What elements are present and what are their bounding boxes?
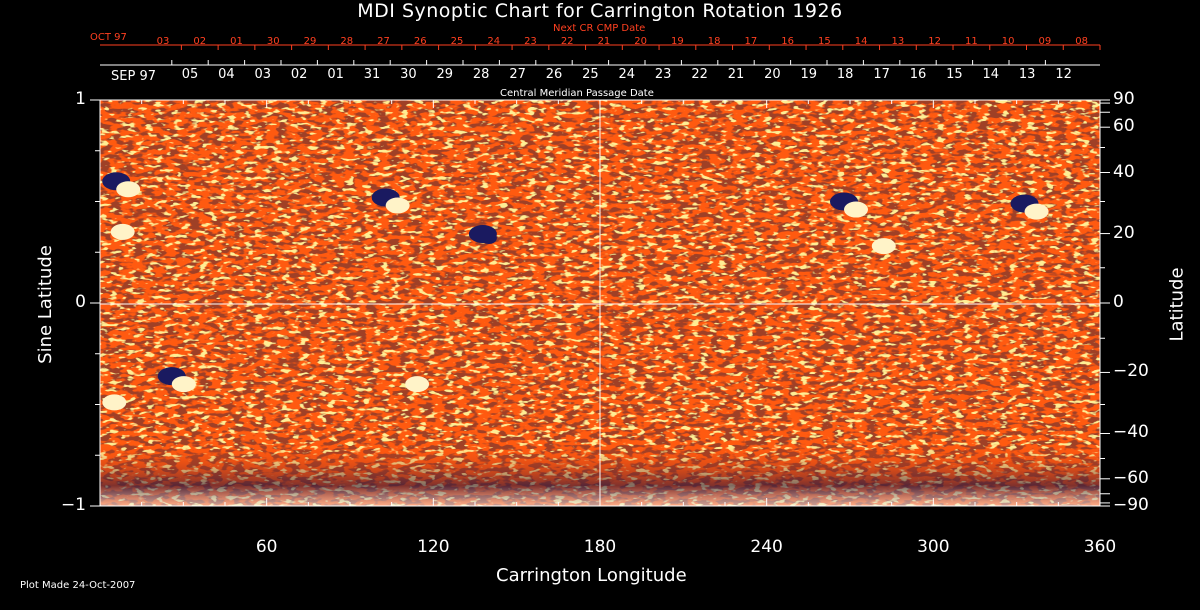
next-cr-date-label: 15 xyxy=(818,36,831,47)
cmp-date-label: 03 xyxy=(254,67,272,82)
cmp-date-label: 24 xyxy=(618,67,636,82)
cmp-date-label: 21 xyxy=(727,67,745,82)
next-cr-date-label: 26 xyxy=(413,36,427,47)
plot-made-footer: Plot Made 24-Oct-2007 xyxy=(20,580,136,591)
lat-tick-label: −60 xyxy=(1113,467,1149,488)
cmp-date-label: 30 xyxy=(400,67,417,82)
next-cr-date-label: 12 xyxy=(928,36,941,47)
next-cr-label: Next CR CMP Date xyxy=(553,23,646,34)
next-cr-date-label: 14 xyxy=(854,36,868,47)
lat-tick-label: 90 xyxy=(1113,89,1135,109)
next-cr-date-label: 21 xyxy=(597,36,611,47)
next-cr-date-label: 20 xyxy=(634,36,648,47)
top-axis-start-label: SEP 97 xyxy=(111,69,156,84)
x-tick-label: 300 xyxy=(917,537,950,557)
next-cr-date-label: 10 xyxy=(1001,36,1015,47)
cmp-date-label: 26 xyxy=(545,67,563,82)
x-tick-label: 180 xyxy=(583,537,617,557)
active-region-positive xyxy=(102,394,127,411)
lat-tick-label: −20 xyxy=(1113,361,1149,382)
next-cr-date-label: 19 xyxy=(671,36,684,47)
active-region-negative xyxy=(480,232,497,245)
next-cr-date-label: 02 xyxy=(193,36,207,47)
next-cr-date-label: 13 xyxy=(891,36,905,47)
cmp-date-label: 25 xyxy=(582,67,599,82)
next-cr-date-label: 22 xyxy=(560,36,574,47)
lat-tick-label: 20 xyxy=(1113,222,1135,243)
cmp-date-label: 31 xyxy=(363,67,381,82)
lat-tick-label: 60 xyxy=(1113,116,1135,137)
active-region-mixed xyxy=(116,181,141,198)
cmp-date-label: 13 xyxy=(1018,67,1036,82)
x-tick-label: 60 xyxy=(255,537,278,557)
next-cr-date-label: 17 xyxy=(744,36,758,47)
lat-tick-label: 0 xyxy=(1113,292,1124,312)
lat-tick-label: −90 xyxy=(1113,495,1149,515)
next-cr-date-label: 25 xyxy=(450,36,464,47)
next-cr-date-label: 29 xyxy=(303,36,317,47)
cmp-date-label: 23 xyxy=(654,67,672,82)
cmp-date-label: 19 xyxy=(800,67,818,82)
next-cr-date-label: 28 xyxy=(340,36,354,47)
cmp-date-label: 17 xyxy=(873,67,890,82)
next-cr-date-label: 24 xyxy=(487,36,501,47)
next-cr-date-label: 30 xyxy=(266,36,280,47)
x-tick-label: 240 xyxy=(750,537,783,557)
next-cr-date-label: 03 xyxy=(156,36,170,47)
cmp-date-label: 04 xyxy=(218,67,235,82)
next-cr-date-label: 11 xyxy=(965,36,978,47)
next-cr-date-label: 27 xyxy=(377,36,390,47)
cmp-date-label: 16 xyxy=(909,67,927,82)
y-tick-label: −1 xyxy=(60,495,86,515)
active-region-mixed xyxy=(1024,203,1049,220)
y-axis-label: Sine Latitude xyxy=(34,245,56,364)
cmp-date-label: 14 xyxy=(982,67,1000,82)
cmp-date-label: 29 xyxy=(436,67,454,82)
lat-tick-label: 40 xyxy=(1113,161,1135,182)
next-cr-date-label: 18 xyxy=(707,36,721,47)
active-region-mixed xyxy=(844,201,868,218)
cmp-date-label: 22 xyxy=(691,67,708,82)
cmp-date-label: 01 xyxy=(327,67,344,82)
chart-title: MDI Synoptic Chart for Carrington Rotati… xyxy=(357,0,843,22)
active-region-mixed xyxy=(171,376,196,393)
cmp-date-label: 15 xyxy=(946,67,963,82)
next-cr-date-label: 23 xyxy=(524,36,537,47)
next-cr-start-label: OCT 97 xyxy=(90,32,127,43)
active-region-positive xyxy=(110,223,135,240)
next-cr-date-label: 01 xyxy=(230,36,243,47)
active-region-mixed xyxy=(385,197,410,214)
cmp-date-label: 20 xyxy=(764,67,781,82)
next-cr-date-label: 16 xyxy=(781,36,795,47)
x-tick-label: 360 xyxy=(1083,537,1117,557)
axis-ticks xyxy=(90,45,1110,507)
cmp-date-label: 02 xyxy=(290,67,308,82)
next-cr-date-label: 09 xyxy=(1038,36,1052,47)
next-cr-date-label: 08 xyxy=(1075,36,1088,47)
x-axis-label: Carrington Longitude xyxy=(496,565,687,586)
y-tick-label: 1 xyxy=(75,89,86,109)
x-tick-label: 120 xyxy=(417,537,450,557)
active-regions xyxy=(102,172,1049,411)
y-axis-label-right: Latitude xyxy=(1166,267,1188,342)
cmp-date-label: 28 xyxy=(472,67,490,82)
active-region-positive xyxy=(871,238,896,255)
y-tick-label: 0 xyxy=(75,292,86,312)
cmp-date-label: 27 xyxy=(509,67,526,82)
active-region-positive xyxy=(405,376,430,393)
cmp-date-label: 18 xyxy=(836,67,854,82)
cmp-date-label: 05 xyxy=(181,67,199,82)
cmp-date-label: 12 xyxy=(1055,67,1072,82)
top-axis-label: Central Meridian Passage Date xyxy=(500,88,654,99)
lat-tick-label: −40 xyxy=(1113,422,1149,443)
date-axis-lines xyxy=(100,44,1100,66)
